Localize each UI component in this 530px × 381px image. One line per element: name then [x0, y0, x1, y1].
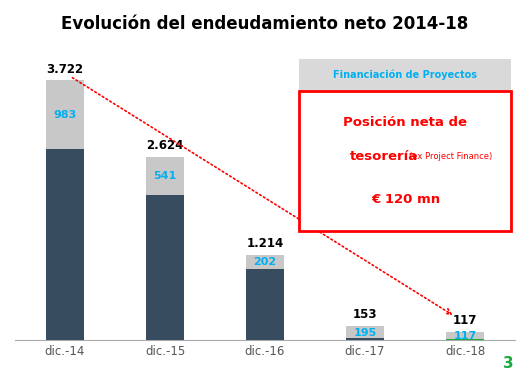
Text: (ex Project Finance): (ex Project Finance): [409, 152, 492, 161]
Text: 1.214: 1.214: [246, 237, 284, 250]
Text: 153: 153: [353, 308, 377, 321]
Text: 117: 117: [453, 314, 477, 327]
Text: 3: 3: [504, 357, 514, 371]
Text: tesorería: tesorería: [350, 150, 418, 163]
Text: 983: 983: [54, 110, 77, 120]
Bar: [146, 157, 184, 195]
Bar: [446, 332, 484, 340]
Text: € 120 mn: € 120 mn: [371, 194, 440, 207]
Bar: [46, 149, 84, 340]
Bar: [246, 255, 284, 269]
Title: Evolución del endeudamiento neto 2014-18: Evolución del endeudamiento neto 2014-18: [61, 15, 469, 33]
Text: 195: 195: [354, 328, 377, 338]
Bar: [346, 326, 384, 340]
Text: 3.722: 3.722: [47, 62, 84, 75]
Bar: [46, 80, 84, 149]
Text: 202: 202: [253, 257, 277, 267]
Text: 541: 541: [153, 171, 176, 181]
Bar: [246, 269, 284, 340]
Bar: [346, 338, 384, 340]
Bar: [146, 195, 184, 340]
Text: Posición neta de: Posición neta de: [343, 115, 467, 128]
Text: 117: 117: [453, 331, 476, 341]
Bar: [446, 339, 484, 340]
Text: Financiación de Proyectos: Financiación de Proyectos: [333, 70, 478, 80]
Text: 2.624: 2.624: [146, 139, 184, 152]
